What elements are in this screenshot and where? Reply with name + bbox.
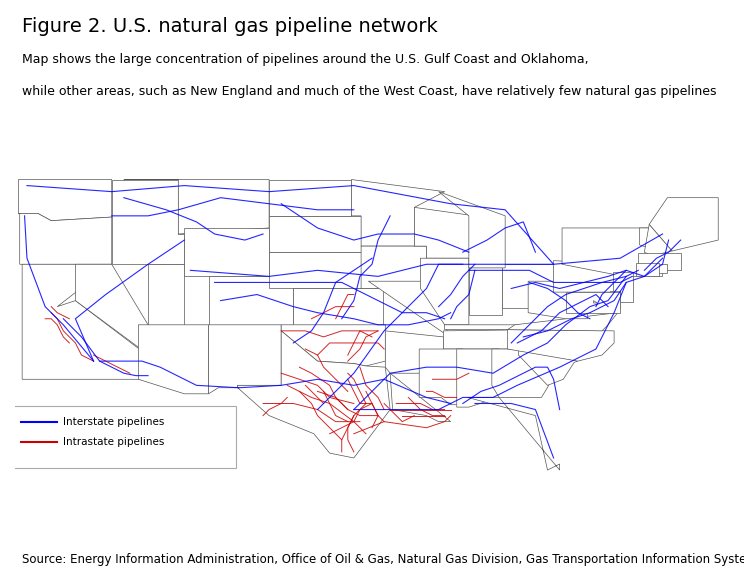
- Polygon shape: [414, 208, 475, 258]
- Polygon shape: [594, 300, 597, 303]
- Polygon shape: [19, 213, 112, 264]
- Polygon shape: [420, 258, 469, 325]
- Polygon shape: [19, 180, 112, 221]
- Polygon shape: [457, 349, 499, 407]
- Polygon shape: [443, 329, 540, 349]
- FancyBboxPatch shape: [11, 406, 237, 467]
- Polygon shape: [554, 260, 623, 292]
- Polygon shape: [519, 347, 578, 385]
- Polygon shape: [361, 246, 426, 288]
- Polygon shape: [22, 264, 147, 379]
- Text: Interstate pipelines: Interstate pipelines: [63, 416, 164, 427]
- Polygon shape: [75, 264, 148, 349]
- Polygon shape: [565, 292, 620, 313]
- Polygon shape: [507, 313, 618, 331]
- Polygon shape: [237, 331, 390, 458]
- Text: while other areas, such as New England and much of the West Coast, have relative: while other areas, such as New England a…: [22, 85, 716, 97]
- Polygon shape: [658, 264, 667, 273]
- Polygon shape: [124, 180, 269, 234]
- Text: Figure 2. U.S. natural gas pipeline network: Figure 2. U.S. natural gas pipeline netw…: [22, 17, 437, 36]
- Polygon shape: [419, 349, 463, 405]
- Polygon shape: [650, 198, 718, 251]
- Polygon shape: [640, 228, 663, 252]
- Polygon shape: [138, 325, 208, 394]
- Polygon shape: [644, 224, 673, 256]
- Polygon shape: [613, 271, 633, 302]
- Polygon shape: [445, 325, 536, 331]
- Polygon shape: [281, 325, 385, 366]
- Polygon shape: [368, 281, 449, 337]
- Polygon shape: [269, 180, 351, 216]
- Polygon shape: [528, 281, 588, 319]
- Polygon shape: [269, 216, 361, 252]
- Polygon shape: [208, 325, 281, 394]
- Polygon shape: [351, 180, 445, 246]
- Polygon shape: [638, 253, 681, 270]
- Polygon shape: [507, 329, 614, 361]
- Polygon shape: [269, 252, 374, 288]
- Polygon shape: [208, 277, 293, 325]
- Polygon shape: [611, 291, 620, 308]
- Text: Source: Energy Information Administration, Office of Oil & Gas, Natural Gas Divi: Source: Energy Information Administratio…: [22, 553, 744, 566]
- Polygon shape: [148, 264, 185, 325]
- Polygon shape: [385, 331, 443, 373]
- Polygon shape: [501, 264, 554, 308]
- Polygon shape: [469, 267, 501, 315]
- Polygon shape: [636, 263, 659, 277]
- Text: Intrastate pipelines: Intrastate pipelines: [63, 437, 164, 447]
- Polygon shape: [112, 180, 185, 264]
- Polygon shape: [468, 397, 559, 470]
- Polygon shape: [438, 191, 505, 268]
- Polygon shape: [293, 288, 383, 325]
- Polygon shape: [562, 228, 663, 277]
- Polygon shape: [185, 228, 269, 277]
- Polygon shape: [390, 373, 451, 422]
- Text: Map shows the large concentration of pipelines around the U.S. Gulf Coast and Ok: Map shows the large concentration of pip…: [22, 53, 589, 66]
- Polygon shape: [492, 349, 549, 397]
